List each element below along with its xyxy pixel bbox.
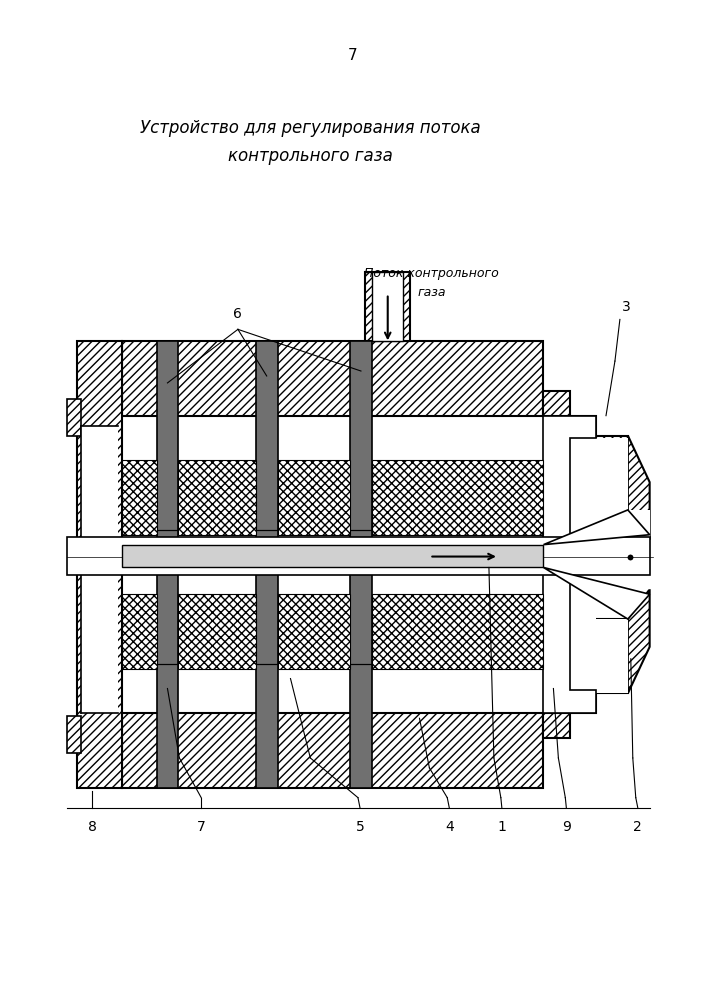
Polygon shape	[365, 272, 409, 341]
Polygon shape	[544, 416, 596, 713]
Text: 5: 5	[356, 820, 364, 834]
Polygon shape	[156, 341, 178, 788]
Polygon shape	[544, 510, 650, 545]
Polygon shape	[596, 510, 650, 589]
Text: 7: 7	[348, 48, 358, 63]
Polygon shape	[596, 619, 628, 693]
Polygon shape	[256, 341, 278, 788]
Text: 3: 3	[622, 300, 631, 314]
Polygon shape	[596, 438, 628, 510]
Polygon shape	[350, 341, 372, 788]
Text: 2: 2	[633, 820, 642, 834]
Text: 9: 9	[562, 820, 571, 834]
Polygon shape	[67, 399, 81, 436]
Polygon shape	[596, 436, 628, 510]
Polygon shape	[628, 589, 650, 693]
Polygon shape	[122, 460, 544, 535]
Polygon shape	[67, 537, 650, 575]
Text: 8: 8	[88, 820, 97, 834]
Text: 7: 7	[197, 820, 206, 834]
Text: 4: 4	[445, 820, 454, 834]
Polygon shape	[571, 416, 596, 438]
Polygon shape	[122, 341, 544, 416]
Polygon shape	[77, 341, 122, 788]
Polygon shape	[122, 713, 544, 788]
Polygon shape	[122, 594, 544, 669]
Text: контрольного газа: контрольного газа	[228, 147, 393, 165]
Polygon shape	[628, 436, 650, 540]
Polygon shape	[596, 619, 628, 693]
Polygon shape	[596, 510, 650, 589]
Polygon shape	[544, 567, 650, 619]
Polygon shape	[544, 416, 596, 713]
Polygon shape	[67, 716, 81, 753]
Text: 1: 1	[498, 820, 506, 834]
Text: газа: газа	[417, 286, 445, 299]
Polygon shape	[544, 713, 571, 738]
Polygon shape	[81, 426, 118, 713]
Text: 6: 6	[233, 307, 243, 321]
Polygon shape	[544, 391, 571, 416]
Polygon shape	[571, 690, 596, 713]
Polygon shape	[372, 272, 402, 341]
Polygon shape	[122, 545, 544, 567]
Text: Поток контрольного: Поток контрольного	[364, 267, 498, 280]
Text: Устройство для регулирования потока: Устройство для регулирования потока	[140, 119, 481, 137]
